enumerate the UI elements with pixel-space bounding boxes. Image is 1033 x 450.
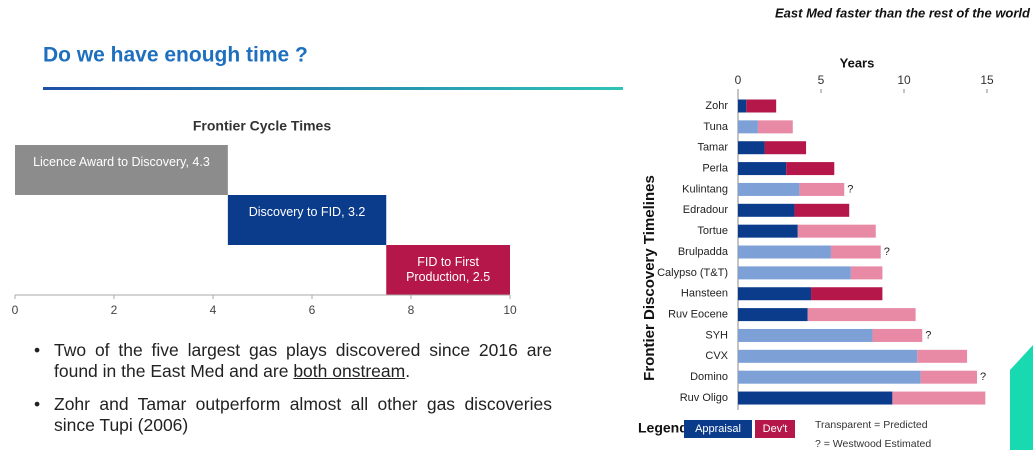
bar-segment — [738, 120, 758, 134]
bar-segment — [738, 99, 747, 113]
bar-segment — [799, 182, 845, 196]
bar-segment — [738, 328, 873, 342]
bullet-text: Zohr and Tamar outperform almost all oth… — [54, 394, 552, 435]
bar-segment — [738, 349, 918, 363]
bar-label: Discovery to FID, 3.2 — [248, 205, 366, 219]
legend-label: Dev't — [763, 423, 788, 435]
legend-note: ? = Westwood Estimated — [815, 438, 931, 450]
bar-segment — [738, 182, 800, 196]
y-tick-label: Zohr — [705, 100, 728, 112]
y-tick-label: Perla — [702, 162, 729, 174]
x-tick-label: 5 — [818, 73, 825, 87]
bullet-text: both onstream — [293, 361, 406, 381]
bar-segment — [746, 99, 777, 113]
bar — [227, 195, 387, 245]
bar-segment — [738, 203, 795, 217]
bar-segment — [738, 162, 787, 176]
x-tick-label: 8 — [408, 303, 415, 317]
bar-segment — [794, 203, 850, 217]
bar-segment — [830, 245, 881, 259]
estimate-marker: ? — [925, 329, 931, 341]
y-tick-label: Ruv Eocene — [668, 309, 728, 321]
chart-title: Frontier Cycle Times — [193, 118, 331, 134]
y-tick-label: CVX — [705, 350, 728, 362]
bar-segment — [738, 224, 798, 238]
x-tick-label: 2 — [111, 303, 118, 317]
legend-note: Transparent = Predicted — [815, 419, 928, 431]
estimate-marker: ? — [980, 371, 986, 383]
bar — [386, 245, 510, 295]
x-tick-label: 0 — [735, 73, 742, 87]
bar-segment — [872, 328, 923, 342]
y-tick-label: Ruv Oligo — [680, 392, 728, 404]
bar-segment — [786, 162, 835, 176]
slide-title: Do we have enough time ? — [43, 44, 308, 67]
y-tick-label: Calypso (T&T) — [657, 267, 728, 279]
y-tick-label: SYH — [705, 329, 728, 341]
estimate-marker: ? — [884, 246, 890, 258]
x-tick-label: 4 — [210, 303, 217, 317]
bar-segment — [738, 370, 921, 384]
bullet: Two of the five largest gas plays discov… — [32, 340, 552, 382]
legend-swatch — [755, 420, 795, 438]
bar-segment — [807, 308, 916, 322]
bar-segment — [738, 391, 893, 405]
bar-segment — [764, 141, 807, 155]
bullet-list: Two of the five largest gas plays discov… — [32, 340, 552, 448]
bar-segment — [811, 287, 883, 301]
bar-segment — [917, 349, 968, 363]
y-tick-label: Tortue — [697, 225, 728, 237]
y-tick-label: Domino — [690, 371, 728, 383]
bar-segment — [757, 120, 793, 134]
bar-segment — [738, 245, 831, 259]
legend-title: Legend — [638, 420, 688, 436]
legend-label: Appraisal — [695, 423, 741, 435]
y-tick-label: Kulintang — [682, 183, 728, 195]
bar-segment — [738, 287, 812, 301]
bar-segment — [920, 370, 978, 384]
bar-segment — [738, 266, 851, 280]
x-tick-label: 6 — [309, 303, 316, 317]
bar-segment — [850, 266, 883, 280]
title-rule — [43, 87, 623, 90]
x-axis-label: Years — [840, 55, 875, 70]
x-tick-label: 15 — [980, 73, 994, 87]
bullet: Zohr and Tamar outperform almost all oth… — [32, 394, 552, 436]
legend-swatch — [684, 420, 752, 438]
estimate-marker: ? — [847, 183, 853, 195]
subtitle: East Med faster than the rest of the wor… — [775, 5, 1031, 20]
y-axis-label: Frontier Discovery Timelines — [641, 175, 658, 381]
x-tick-label: 0 — [12, 303, 19, 317]
y-tick-label: Edradour — [683, 204, 729, 216]
bullet-text: Two of the five largest gas plays discov… — [54, 340, 552, 381]
bar — [15, 145, 228, 195]
y-tick-label: Tuna — [703, 121, 729, 133]
bar-segment — [797, 224, 876, 238]
y-tick-label: Hansteen — [681, 288, 728, 300]
bar-label: FID to First Production, 2.5 — [406, 255, 491, 284]
x-tick-label: 10 — [897, 73, 911, 87]
bullet-text: . — [405, 361, 411, 381]
bar-segment — [892, 391, 986, 405]
bar-segment — [738, 141, 765, 155]
bar-label: Licence Award to Discovery, 4.3 — [33, 155, 210, 169]
bar-segment — [738, 308, 808, 322]
x-tick-label: 10 — [503, 303, 517, 317]
decor — [1010, 345, 1033, 450]
y-tick-label: Brulpadda — [678, 246, 729, 258]
y-tick-label: Tamar — [697, 142, 728, 154]
